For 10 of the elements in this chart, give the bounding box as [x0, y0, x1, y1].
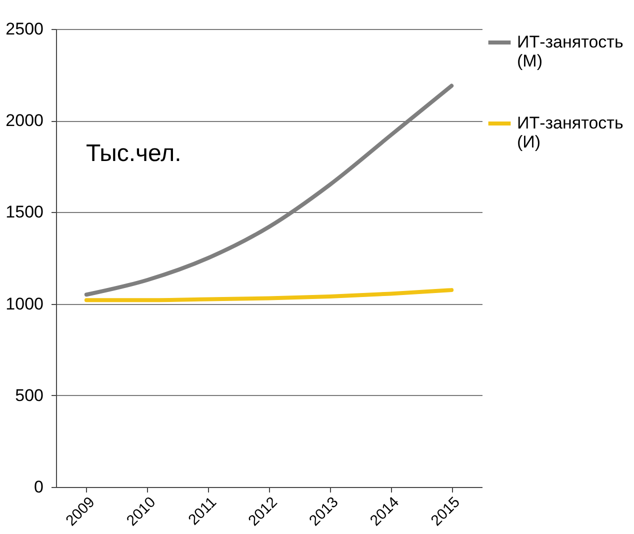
y-tick-label: 0: [34, 478, 44, 496]
line-series: [84, 288, 454, 302]
legend-label: ИТ-занятость (И): [517, 114, 624, 152]
y-tick-label: 2000: [6, 111, 44, 130]
y-tick-label: 1000: [6, 294, 44, 314]
y-tick-label: 500: [15, 386, 44, 405]
legend-label: ИТ-занятость (М): [517, 32, 624, 70]
y-tick-label: 1500: [6, 202, 44, 222]
y-tick-label: 2500: [6, 20, 44, 38]
annotation: Тыс.чел.: [86, 140, 182, 167]
